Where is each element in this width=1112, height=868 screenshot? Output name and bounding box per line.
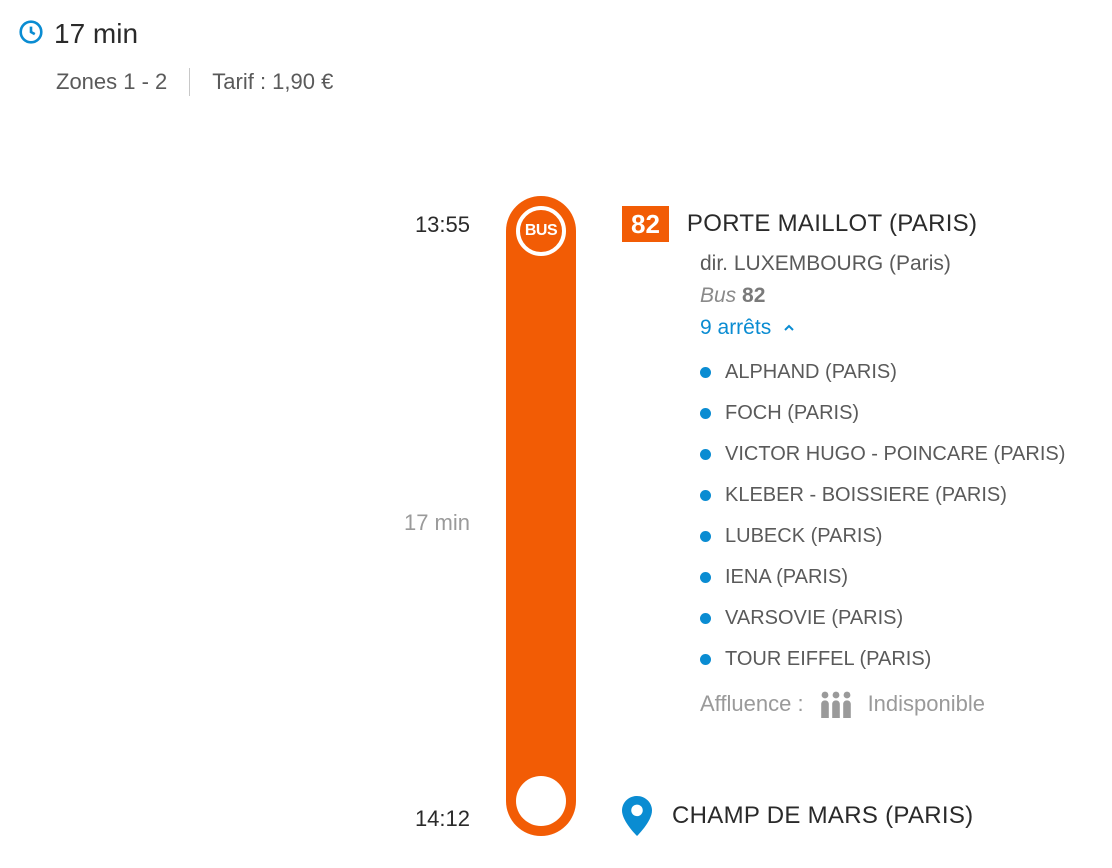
bullet-icon xyxy=(700,613,711,624)
crowding-row: Affluence : Indisponible xyxy=(700,690,1092,718)
zones-label: Zones 1 - 2 xyxy=(56,69,167,95)
duration-row: 17 min xyxy=(18,18,333,50)
line-badge: 82 xyxy=(622,206,669,242)
stop-name: FOCH (PARIS) xyxy=(725,402,859,425)
destination-name: CHAMP DE MARS (PARIS) xyxy=(672,802,973,830)
bullet-icon xyxy=(700,572,711,583)
stops-list: ALPHAND (PARIS) FOCH (PARIS) VICTOR HUGO… xyxy=(700,352,1092,680)
stop-item[interactable]: LUBECK (PARIS) xyxy=(700,516,1092,557)
stop-item[interactable]: TOUR EIFFEL (PARIS) xyxy=(700,639,1092,680)
bullet-icon xyxy=(700,531,711,542)
destination-marker xyxy=(516,776,566,826)
arrive-time: 14:12 xyxy=(415,806,470,832)
chevron-up-icon xyxy=(781,320,797,336)
stop-item[interactable]: FOCH (PARIS) xyxy=(700,393,1092,434)
stop-name: LUBECK (PARIS) xyxy=(725,525,882,548)
stop-item[interactable]: VARSOVIE (PARIS) xyxy=(700,598,1092,639)
stops-toggle[interactable]: 9 arrêts xyxy=(700,316,797,340)
leg-duration: 17 min xyxy=(404,510,470,536)
route-bar: BUS xyxy=(506,196,576,836)
stop-item[interactable]: IENA (PARIS) xyxy=(700,557,1092,598)
depart-time: 13:55 xyxy=(415,212,470,238)
trip-header: 17 min Zones 1 - 2 Tarif : 1,90 € xyxy=(18,18,333,96)
stop-name: KLEBER - BOISSIERE (PARIS) xyxy=(725,484,1007,507)
bullet-icon xyxy=(700,408,711,419)
direction-label: dir. LUXEMBOURG (Paris) xyxy=(700,252,1092,276)
map-pin-icon xyxy=(622,796,652,836)
bus-icon: BUS xyxy=(516,206,566,256)
stop-name: VICTOR HUGO - POINCARE (PARIS) xyxy=(725,443,1065,466)
origin-name: PORTE MAILLOT (PARIS) xyxy=(687,210,977,238)
bullet-icon xyxy=(700,490,711,501)
bullet-icon xyxy=(700,367,711,378)
divider xyxy=(189,68,190,96)
bus-icon-label: BUS xyxy=(525,222,557,240)
trip-duration: 17 min xyxy=(54,18,138,50)
bullet-icon xyxy=(700,654,711,665)
origin-row: 82 PORTE MAILLOT (PARIS) xyxy=(622,206,1092,242)
stop-item[interactable]: KLEBER - BOISSIERE (PARIS) xyxy=(700,475,1092,516)
stop-name: IENA (PARIS) xyxy=(725,566,848,589)
stop-name: VARSOVIE (PARIS) xyxy=(725,607,903,630)
stop-name: TOUR EIFFEL (PARIS) xyxy=(725,648,931,671)
bus-line-label: Bus 82 xyxy=(700,284,1092,308)
people-icon xyxy=(818,690,854,718)
bus-prefix: Bus xyxy=(700,284,742,307)
stop-item[interactable]: VICTOR HUGO - POINCARE (PARIS) xyxy=(700,434,1092,475)
crowding-label: Affluence : xyxy=(700,691,804,717)
clock-icon xyxy=(18,19,44,50)
stop-item[interactable]: ALPHAND (PARIS) xyxy=(700,352,1092,393)
stops-toggle-label: 9 arrêts xyxy=(700,316,771,340)
route-details: 82 PORTE MAILLOT (PARIS) dir. LUXEMBOURG… xyxy=(622,206,1092,718)
crowding-value: Indisponible xyxy=(868,691,985,717)
destination-row: CHAMP DE MARS (PARIS) xyxy=(622,796,973,836)
fare-label: Tarif : 1,90 € xyxy=(212,69,333,95)
fare-row: Zones 1 - 2 Tarif : 1,90 € xyxy=(56,68,333,96)
stop-name: ALPHAND (PARIS) xyxy=(725,361,897,384)
bullet-icon xyxy=(700,449,711,460)
bus-number: 82 xyxy=(742,284,765,307)
route-bar-fill xyxy=(506,196,576,836)
